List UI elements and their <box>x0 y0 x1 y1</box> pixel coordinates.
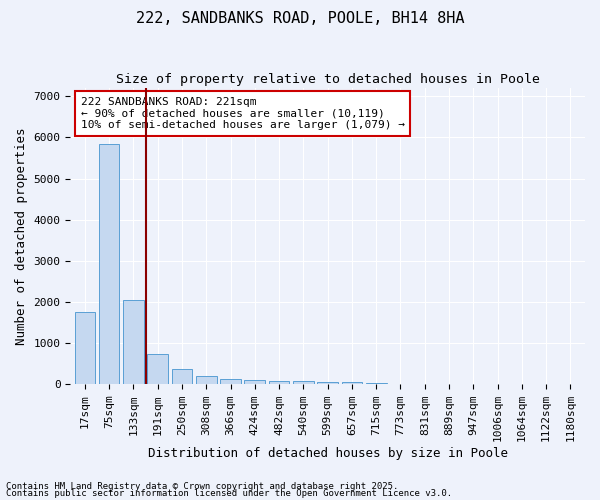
Bar <box>196 376 217 384</box>
Text: Contains HM Land Registry data © Crown copyright and database right 2025.: Contains HM Land Registry data © Crown c… <box>6 482 398 491</box>
Bar <box>317 382 338 384</box>
Bar <box>244 380 265 384</box>
Text: 222, SANDBANKS ROAD, POOLE, BH14 8HA: 222, SANDBANKS ROAD, POOLE, BH14 8HA <box>136 11 464 26</box>
X-axis label: Distribution of detached houses by size in Poole: Distribution of detached houses by size … <box>148 447 508 460</box>
Y-axis label: Number of detached properties: Number of detached properties <box>15 128 28 345</box>
Bar <box>172 369 192 384</box>
Text: Contains public sector information licensed under the Open Government Licence v3: Contains public sector information licen… <box>6 489 452 498</box>
Text: 222 SANDBANKS ROAD: 221sqm
← 90% of detached houses are smaller (10,119)
10% of : 222 SANDBANKS ROAD: 221sqm ← 90% of deta… <box>80 97 404 130</box>
Title: Size of property relative to detached houses in Poole: Size of property relative to detached ho… <box>116 72 539 86</box>
Bar <box>220 379 241 384</box>
Bar <box>293 381 314 384</box>
Bar <box>99 144 119 384</box>
Bar <box>269 381 289 384</box>
Bar <box>74 312 95 384</box>
Bar <box>123 300 144 384</box>
Bar <box>148 354 168 384</box>
Bar <box>341 382 362 384</box>
Bar <box>366 383 386 384</box>
